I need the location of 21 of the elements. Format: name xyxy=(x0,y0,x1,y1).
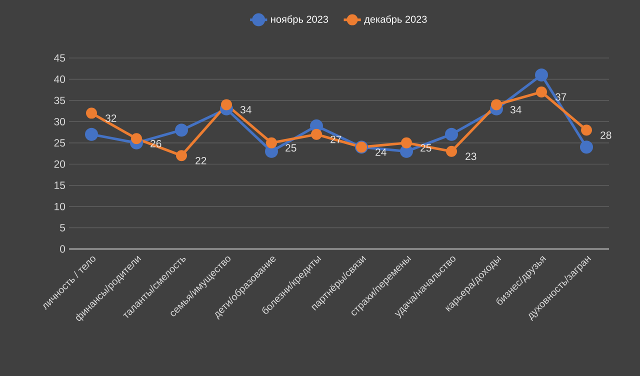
data-label: 24 xyxy=(376,148,386,156)
data-label: 23 xyxy=(466,152,476,160)
data-label: 37 xyxy=(555,93,566,101)
data-label: 34 xyxy=(510,106,522,114)
y-tick-label: 5 xyxy=(60,224,66,232)
legend-label: декабрь 2023 xyxy=(364,15,427,25)
y-tick-label: 20 xyxy=(54,160,66,168)
data-label: 32 xyxy=(105,114,116,122)
data-label: 22 xyxy=(196,156,206,164)
y-tick-label: 10 xyxy=(54,202,66,210)
y-tick-label: 45 xyxy=(54,54,66,62)
data-label: 25 xyxy=(286,144,296,152)
legend-label: ноябрь 2023 xyxy=(271,15,328,25)
y-tick-label: 35 xyxy=(54,96,66,104)
y-tick-label: 40 xyxy=(54,76,66,83)
data-label: 34 xyxy=(240,106,252,114)
y-tick-label: 0 xyxy=(60,245,66,253)
data-label: 28 xyxy=(600,131,612,139)
y-tick-label: 30 xyxy=(54,118,66,126)
y-tick-label: 25 xyxy=(54,139,66,147)
y-tick-label: 15 xyxy=(54,182,66,190)
